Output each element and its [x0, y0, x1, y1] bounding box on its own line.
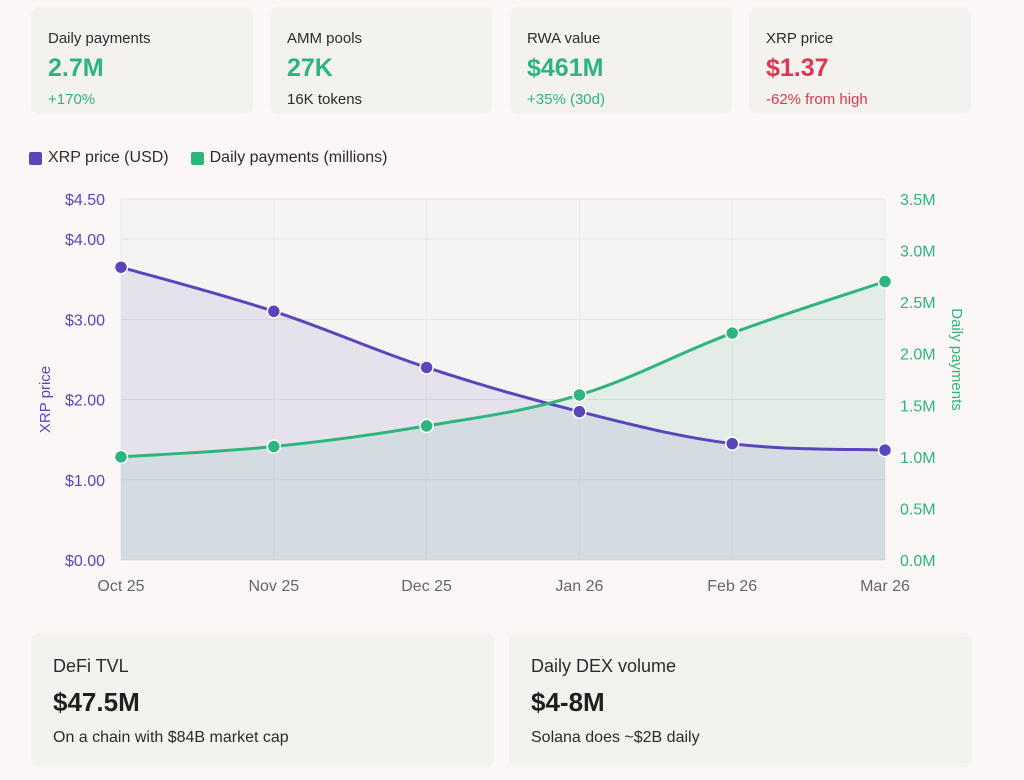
data-point-daily-payments [266, 439, 282, 454]
x-tick-label: Oct 25 [97, 578, 144, 595]
series-area-daily-payments [121, 281, 885, 560]
y-right-tick-label: 1.5M [900, 398, 936, 415]
data-point-daily-payments [877, 274, 893, 289]
y-right-tick-label: 2.0M [900, 347, 936, 364]
legend-item-daily-payments[interactable]: Daily payments (millions) [190, 149, 388, 167]
y-left-tick-label: $1.00 [65, 473, 105, 490]
stat-value: $461M [527, 54, 604, 82]
card-sub: Solana does ~$2B daily [531, 729, 700, 746]
stat-value: $1.37 [766, 54, 829, 82]
card-label: Daily DEX volume [531, 656, 677, 676]
y-left-axis-label: XRP price [37, 366, 54, 433]
data-point-daily-payments [572, 387, 587, 403]
y-right-tick-label: 0.5M [900, 501, 936, 518]
y-left-tick-label: $2.00 [65, 393, 105, 410]
legend-label: Daily payments (millions) [209, 149, 388, 166]
y-right-tick-label: 1.0M [900, 450, 936, 467]
x-tick-label: Nov 25 [248, 578, 299, 595]
stat-label: RWA value [527, 30, 601, 47]
series-line-daily-payments [120, 280, 886, 459]
y-left-tick-label: $0.00 [65, 553, 105, 570]
plot-area [121, 199, 885, 560]
data-point-daily-payments [419, 418, 434, 434]
data-point-xrp-price [877, 442, 893, 458]
legend-label: XRP price (USD) [48, 149, 169, 166]
card-label: DeFi TVL [53, 656, 129, 676]
data-point-xrp-price [572, 404, 587, 419]
data-point-daily-payments [113, 449, 129, 465]
stat-label: Daily payments [48, 30, 151, 47]
card-value: $4-8M [531, 687, 605, 717]
data-point-xrp-price [113, 259, 129, 275]
legend-swatch [29, 151, 42, 165]
legend-swatch [190, 151, 204, 165]
stat-value: 2.7M [48, 54, 104, 82]
stat-value: 27K [287, 54, 333, 82]
stat-sub: -62% from high [766, 91, 868, 108]
stat-label: AMM pools [287, 30, 363, 47]
data-point-xrp-price [419, 360, 434, 375]
x-tick-label: Jan 26 [555, 578, 603, 595]
card-value: $47.5M [53, 687, 140, 717]
data-point-xrp-price [266, 304, 282, 319]
stat-card-xrp-price: XRP price $1.37 -62% from high [749, 7, 971, 114]
dual-axis-line-chart: $0.00 $1.00 $2.00 $3.00 $4.00 $4.50 0.0M 0.5M 1.… [37, 192, 965, 595]
stat-sub: +35% (30d) [527, 91, 605, 108]
card-defi-tvl: DeFi TVL $47.5M On a chain with $84B mar… [31, 633, 494, 767]
chart-legend: XRP price (USD) Daily payments (millions… [29, 149, 409, 167]
y-right-tick-label: 2.5M [900, 295, 936, 312]
stat-sub: +170% [48, 91, 96, 108]
x-tick-label: Dec 25 [401, 578, 452, 595]
y-right-tick-label: 3.5M [900, 192, 936, 209]
stat-sub: 16K tokens [287, 91, 363, 108]
data-point-daily-payments [724, 325, 740, 341]
data-point-xrp-price [724, 436, 740, 451]
y-left-tick-label: $4.00 [65, 232, 105, 249]
y-left-tick-label: $4.50 [65, 192, 105, 209]
x-tick-label: Mar 26 [860, 578, 910, 595]
y-right-tick-label: 0.0M [900, 553, 936, 570]
y-right-tick-label: 3.0M [900, 244, 936, 261]
stat-label: XRP price [766, 30, 834, 47]
x-tick-label: Feb 26 [707, 578, 757, 595]
series-line-xrp-price [120, 265, 886, 452]
y-right-axis-label: Daily payments [948, 308, 965, 411]
stat-card-amm-pools: AMM pools 27K 16K tokens [270, 7, 492, 114]
stat-card-rwa-value: RWA value $461M +35% (30d) [510, 7, 732, 114]
legend-item-xrp-price[interactable]: XRP price (USD) [29, 149, 169, 167]
stat-card-daily-payments: Daily payments 2.7M +170% [31, 7, 253, 114]
y-left-tick-label: $3.00 [65, 312, 105, 329]
card-daily-dex-volume: Daily DEX volume $4-8M Solana does ~$2B … [509, 633, 972, 767]
card-sub: On a chain with $84B market cap [53, 729, 289, 746]
